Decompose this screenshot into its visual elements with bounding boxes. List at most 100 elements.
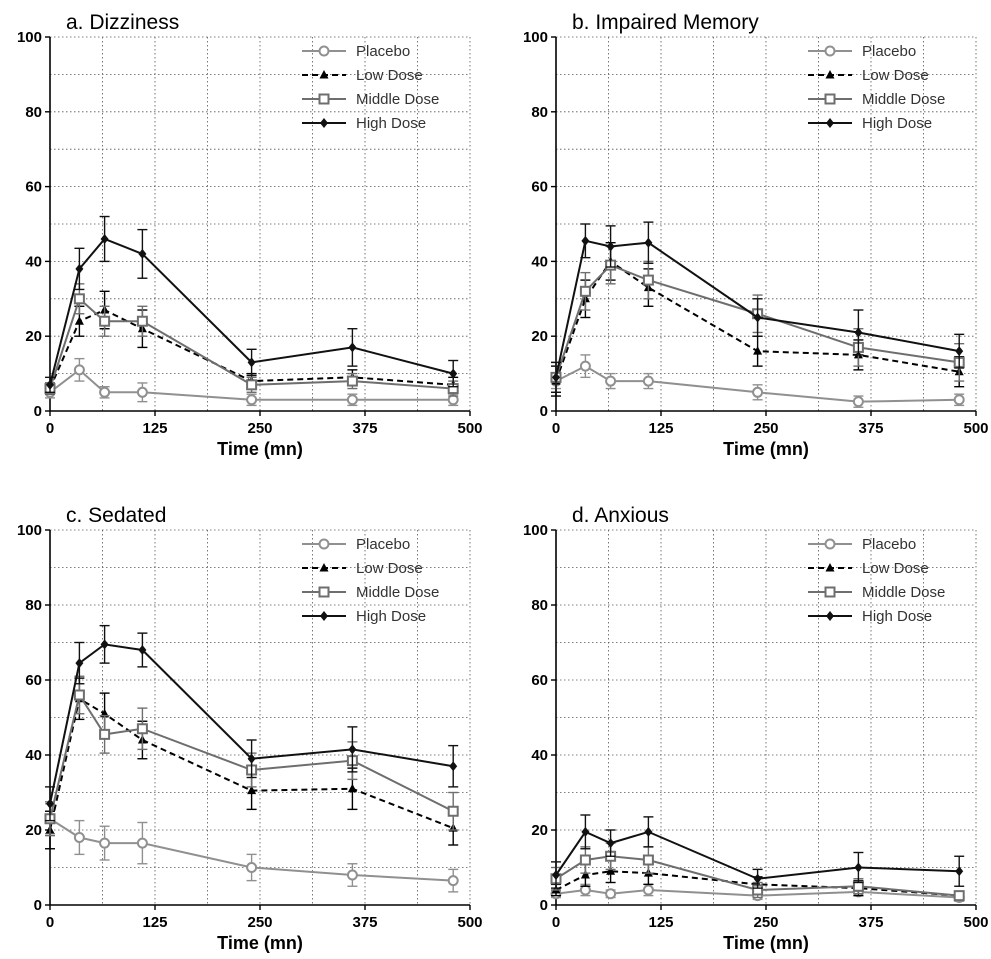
data-point bbox=[581, 235, 590, 246]
data-point bbox=[447, 805, 459, 817]
y-tick-label: 60 bbox=[25, 672, 42, 689]
data-point bbox=[46, 379, 54, 390]
legend-entry: Placebo bbox=[302, 536, 410, 553]
panel-title: c. Sedated bbox=[66, 504, 166, 527]
data-point bbox=[348, 744, 357, 755]
x-tick-label: 125 bbox=[648, 914, 673, 931]
y-tick-label: 100 bbox=[17, 522, 42, 539]
legend-marker bbox=[826, 611, 834, 621]
legend-label: Low Dose bbox=[862, 67, 929, 84]
data-point bbox=[642, 884, 654, 896]
data-point bbox=[605, 375, 617, 387]
legend-label: High Dose bbox=[862, 608, 932, 625]
data-point bbox=[753, 312, 762, 323]
data-point bbox=[100, 639, 109, 650]
panel-title: a. Dizziness bbox=[66, 11, 179, 34]
y-tick-label: 80 bbox=[531, 104, 548, 121]
data-point bbox=[75, 658, 84, 669]
x-tick-label: 125 bbox=[648, 420, 673, 437]
x-tick-label: 125 bbox=[142, 914, 167, 931]
data-point bbox=[605, 888, 617, 900]
data-point bbox=[99, 386, 111, 398]
data-point bbox=[138, 645, 147, 655]
data-point bbox=[346, 869, 358, 881]
data-point bbox=[606, 241, 615, 252]
y-tick-label: 40 bbox=[531, 747, 548, 764]
data-point bbox=[579, 854, 591, 866]
legend-entry: Middle Dose bbox=[302, 91, 439, 108]
data-point bbox=[955, 346, 964, 357]
x-tick-label: 500 bbox=[457, 914, 482, 931]
legend-entry: Middle Dose bbox=[302, 584, 439, 601]
x-tick-label: 375 bbox=[352, 420, 377, 437]
y-tick-label: 20 bbox=[531, 822, 548, 839]
data-point bbox=[99, 728, 111, 740]
data-point bbox=[953, 890, 965, 902]
legend-marker bbox=[318, 93, 330, 105]
x-tick-label: 375 bbox=[858, 420, 883, 437]
data-point bbox=[606, 838, 615, 849]
y-tick-label: 60 bbox=[531, 672, 548, 689]
x-tick-label: 0 bbox=[552, 420, 560, 437]
y-tick-label: 40 bbox=[531, 253, 548, 270]
legend-entry: Low Dose bbox=[302, 67, 423, 84]
y-tick-label: 0 bbox=[540, 897, 548, 914]
data-point bbox=[955, 866, 964, 877]
legend-label: Placebo bbox=[862, 43, 916, 60]
legend-marker bbox=[318, 586, 330, 598]
legend-entry: Placebo bbox=[808, 43, 916, 60]
y-tick-label: 0 bbox=[540, 403, 548, 420]
legend-marker bbox=[825, 70, 835, 79]
data-point bbox=[73, 832, 85, 843]
data-point bbox=[246, 394, 258, 406]
x-tick-label: 125 bbox=[142, 420, 167, 437]
y-tick-label: 80 bbox=[531, 597, 548, 614]
x-tick-label: 375 bbox=[352, 914, 377, 931]
legend-entry: Placebo bbox=[302, 43, 410, 60]
legend-label: Placebo bbox=[356, 43, 410, 60]
x-axis-title: Time (mn) bbox=[723, 439, 809, 459]
legend-entry: High Dose bbox=[302, 115, 426, 132]
data-point bbox=[347, 783, 357, 793]
y-tick-label: 100 bbox=[17, 29, 42, 46]
data-point bbox=[138, 248, 147, 259]
y-tick-label: 60 bbox=[531, 179, 548, 196]
data-point bbox=[46, 798, 54, 809]
y-tick-label: 40 bbox=[25, 747, 42, 764]
data-point bbox=[580, 870, 590, 879]
data-point bbox=[852, 396, 864, 408]
legend-label: Low Dose bbox=[356, 560, 423, 577]
data-point bbox=[579, 285, 591, 297]
x-tick-label: 375 bbox=[858, 914, 883, 931]
legend-label: Middle Dose bbox=[356, 584, 439, 601]
data-point bbox=[854, 862, 863, 873]
data-point bbox=[75, 263, 84, 274]
legend-label: Placebo bbox=[356, 536, 410, 553]
legend-marker bbox=[824, 45, 836, 57]
data-point bbox=[247, 785, 257, 795]
data-point bbox=[642, 274, 654, 286]
legend-marker bbox=[318, 45, 330, 57]
data-point bbox=[247, 753, 256, 764]
data-point bbox=[854, 327, 863, 338]
legend-marker bbox=[320, 611, 328, 621]
legend-marker bbox=[825, 563, 835, 572]
data-point bbox=[581, 826, 590, 837]
chart-panel: 0 20 40 60 80 100 0 125 250 375 500 Time (mn) b. Imp… bbox=[523, 11, 989, 459]
data-point bbox=[753, 346, 763, 355]
data-point bbox=[136, 723, 148, 735]
chart-panel: 0 20 40 60 80 100 0 125 250 375 500 Time (mn) d. Anx… bbox=[523, 504, 989, 953]
x-axis-title: Time (mn) bbox=[217, 933, 303, 953]
legend-entry: Low Dose bbox=[302, 560, 423, 577]
data-point bbox=[447, 875, 459, 887]
data-point bbox=[73, 364, 85, 376]
data-point bbox=[100, 233, 109, 244]
legend-entry: High Dose bbox=[302, 608, 426, 625]
data-point bbox=[606, 866, 616, 875]
x-tick-label: 250 bbox=[753, 420, 778, 437]
y-tick-label: 100 bbox=[523, 522, 548, 539]
data-point bbox=[99, 837, 111, 849]
legend-label: High Dose bbox=[356, 115, 426, 132]
legend-entry: Middle Dose bbox=[808, 91, 945, 108]
data-point bbox=[136, 837, 148, 849]
